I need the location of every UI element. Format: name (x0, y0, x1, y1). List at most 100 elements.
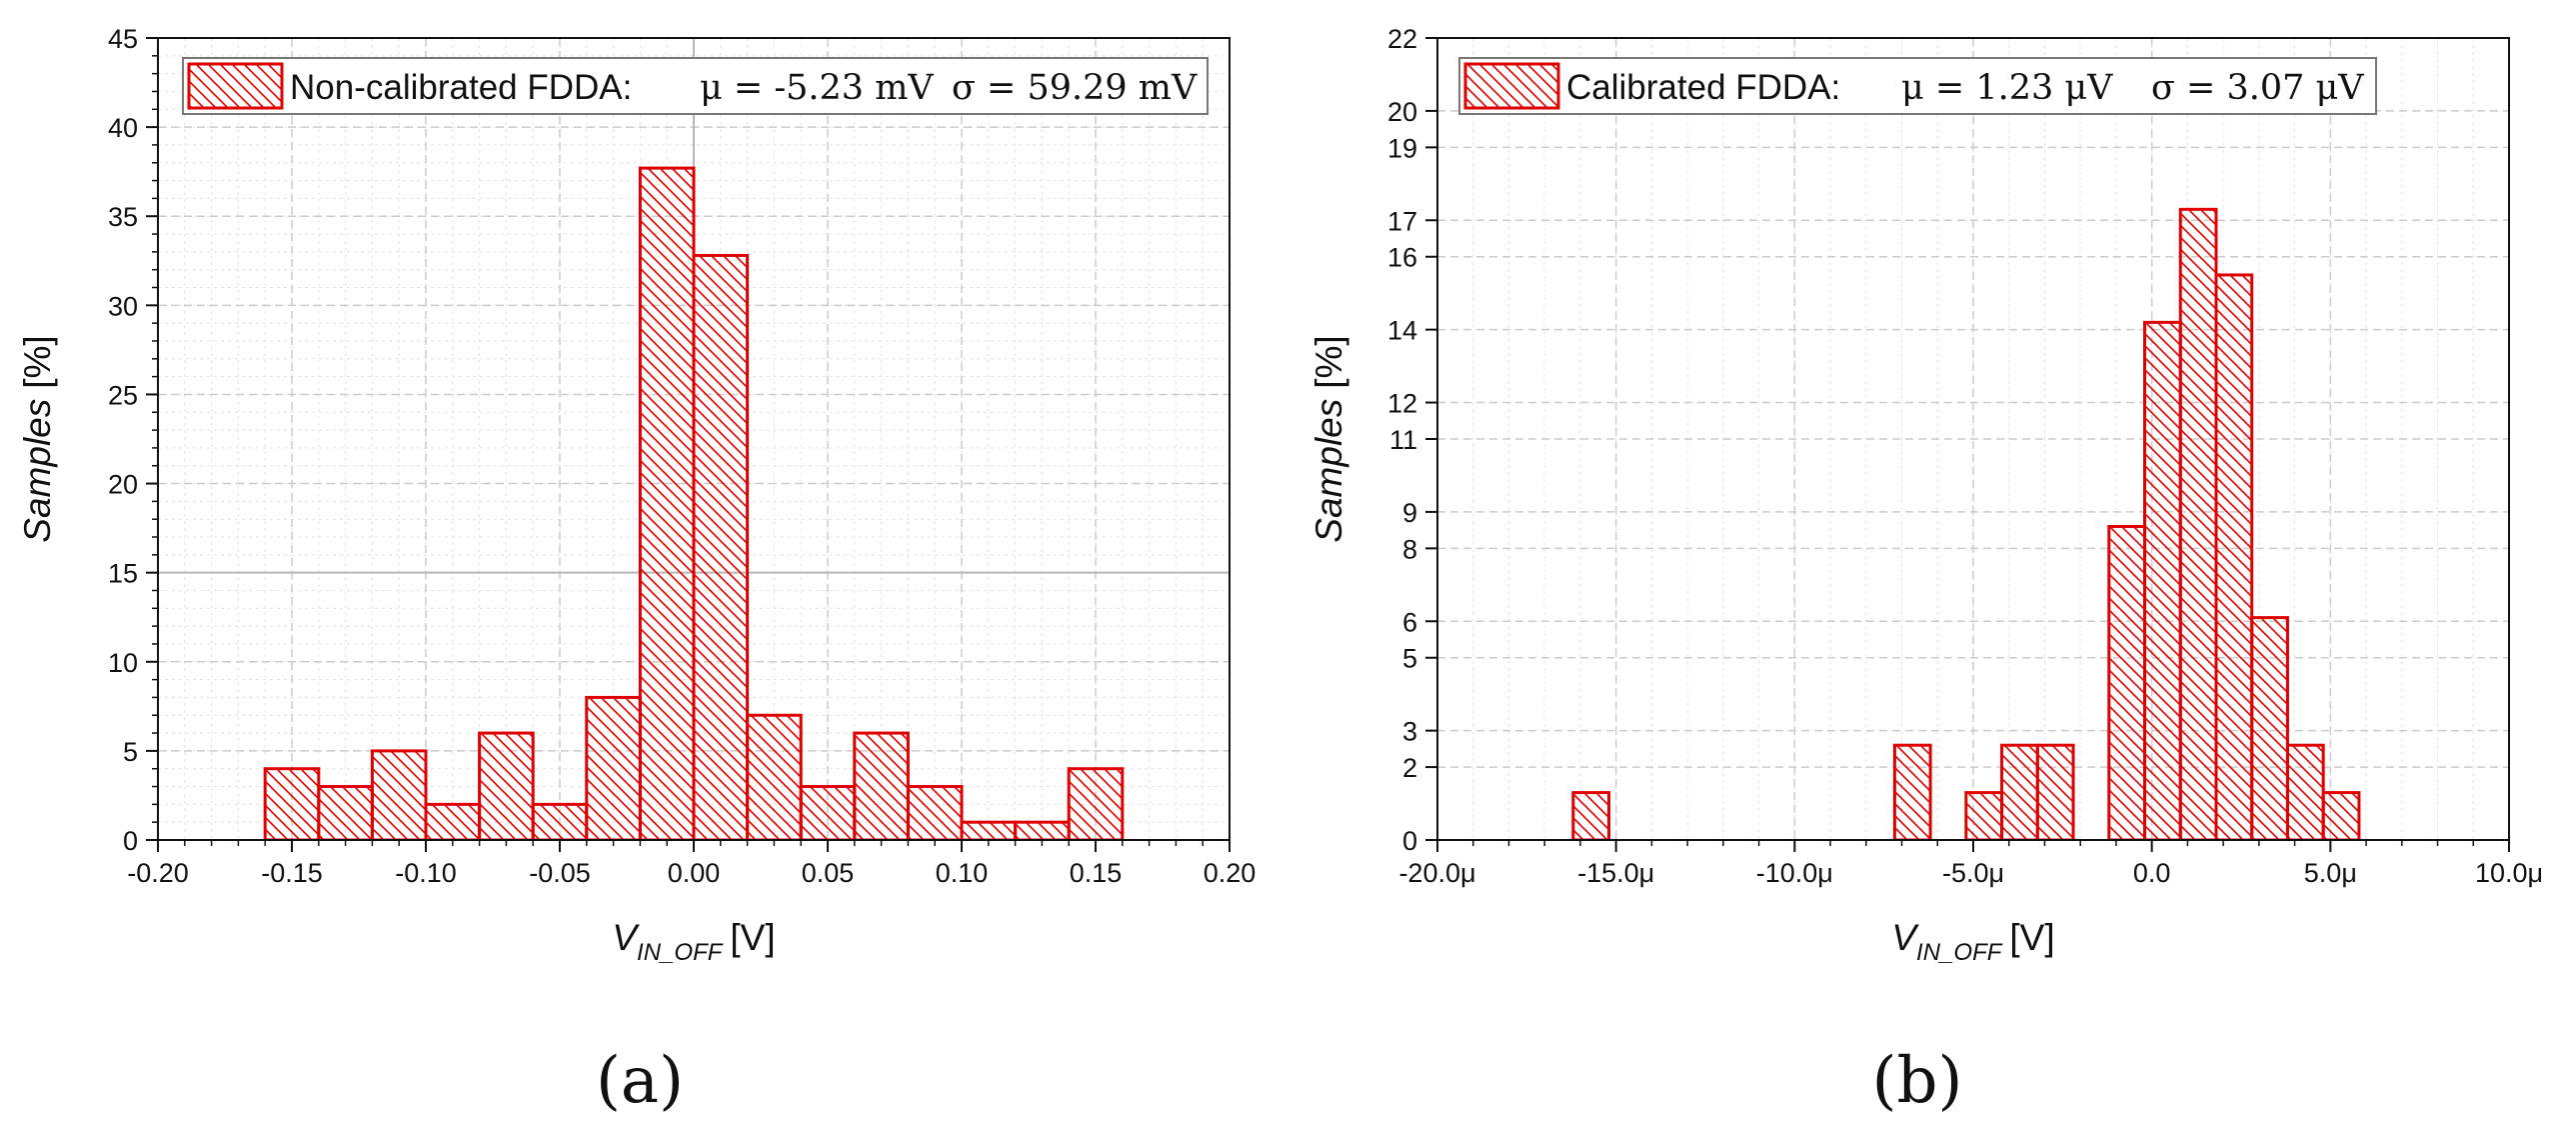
panel-a-x-axis-unit: [V] (730, 917, 775, 958)
panel-a-histogram-bar (263, 767, 321, 840)
panel-a-x-axis-sub: IN_OFF (637, 939, 724, 966)
panel-a-ticks (146, 37, 1231, 852)
panel-a-y-tick-label: 20 (108, 470, 138, 500)
panel-b-y-tick-label: 6 (1402, 607, 1417, 637)
panel-b-y-axis-title: Samples [%] (1308, 335, 1349, 542)
panel-b-histogram-bar (2178, 207, 2218, 840)
panel-b-y-tick-label: 5 (1402, 644, 1417, 674)
panel-b-y-tick-label: 17 (1387, 206, 1417, 236)
panel-a-y-axis-unit: [%] (17, 335, 58, 388)
panel-b-histogram-bar (2107, 524, 2147, 840)
panel-a-y-tick-label: 15 (108, 559, 138, 589)
panel-a-y-tick-label: 30 (108, 291, 138, 321)
panel-a-x-tick-label: 0.20 (1204, 858, 1257, 888)
panel-a-legend-mu: μ = -5.23 mV (700, 68, 934, 108)
panel-b-y-tick-label: 16 (1387, 243, 1417, 273)
panel-a-bars (263, 166, 1125, 840)
panel-a-histogram-bar (692, 253, 750, 840)
panel-a-x-axis-title: VIN_OFF [V] (612, 917, 775, 966)
panel-b-legend-box (1458, 57, 2377, 115)
panel-b: -20.0μ -15.0μ -10.0μ -5.0μ 0.0 5.0μ 10.0μ 0 2 3 5 6… (1308, 24, 2543, 1118)
panel-a-y-tick-label: 35 (108, 202, 138, 232)
panel-b-histogram-bar (1892, 743, 1932, 840)
panel-b-histogram-bar (2000, 743, 2039, 840)
panel-b-y-tick-label: 8 (1402, 534, 1417, 564)
panel-b-y-tick-label: 19 (1387, 133, 1417, 163)
panel-b-y-tick-label: 9 (1402, 498, 1417, 528)
panel-a-y-tick-label: 40 (108, 113, 138, 143)
panel-a-histogram-bar (585, 695, 642, 840)
panel-b-x-tick-label: 5.0μ (2304, 858, 2357, 888)
panel-a-x-tick-label: 0.00 (668, 858, 721, 888)
panel-b-y-axis-var: Samples (1308, 399, 1349, 543)
panel-b-legend-name: Calibrated FDDA: (1566, 68, 1840, 107)
panel-a-legend: Non-calibrated FDDA: μ = -5.23 mV σ = 59… (182, 57, 1209, 115)
panel-b-legend-swatch (1463, 62, 1560, 110)
panel-a-histogram-bar (960, 820, 1018, 840)
panel-a-histogram-bar (1014, 820, 1071, 840)
panel-b-legend-sigma: σ = 3.07 μV (2151, 68, 2364, 108)
panel-b-gridlines (1436, 37, 2510, 841)
panel-b-legend-text: Calibrated FDDA: μ = 1.23 μV σ = 3.07 μV (1566, 68, 2364, 108)
panel-b-x-axis-var: V (1891, 917, 1919, 958)
panel-b-y-tick-label: 22 (1387, 24, 1417, 54)
panel-a-y-axis-title: Samples [%] (17, 335, 58, 542)
panel-a-y-tick-label: 0 (123, 826, 138, 856)
panel-b-y-tick-label: 20 (1387, 97, 1417, 127)
panel-b-legend: Calibrated FDDA: μ = 1.23 μV σ = 3.07 μV (1458, 57, 2377, 115)
panel-a: -0.20 -0.15 -0.10 -0.05 0.00 0.05 0.10 0.15 0.20… (17, 24, 1256, 1118)
panel-a-caption: (a) (596, 1044, 684, 1118)
panel-a-y-tick-label: 45 (108, 24, 138, 54)
panel-a-x-axis-var: V (612, 917, 640, 958)
panel-b-legend-mu: μ = 1.23 μV (1901, 68, 2113, 108)
panel-b-y-tick-label: 11 (1389, 425, 1417, 455)
panel-b-histogram-bar (2285, 743, 2325, 840)
panel-a-x-tick-label: -0.20 (127, 858, 189, 888)
panel-a-legend-swatch (187, 62, 284, 110)
panel-b-y-tick-label: 3 (1402, 717, 1417, 747)
panel-b-histogram-bar (2214, 273, 2254, 840)
panel-b-x-tick-label: -15.0μ (1577, 858, 1654, 888)
panel-b-x-axis-unit: [V] (2009, 917, 2054, 958)
panel-b-ticks (1425, 37, 2510, 852)
panel-a-legend-name: Non-calibrated FDDA: (290, 68, 632, 107)
panel-a-histogram-bar (799, 785, 857, 840)
panel-b-histogram-bar (2035, 743, 2075, 840)
panel-b-bars (1571, 207, 2361, 840)
panel-a-histogram-bar (638, 166, 696, 840)
panel-a-x-tick-label: -0.10 (395, 858, 457, 888)
panel-a-x-tick-label: 0.10 (936, 858, 989, 888)
panel-a-histogram-bar (317, 785, 374, 840)
panel-a-y-tick-label: 10 (108, 648, 138, 678)
panel-a-legend-box (182, 57, 1209, 115)
panel-a-histogram-bar (1067, 767, 1125, 840)
panel-b-tick-labels: -20.0μ -15.0μ -10.0μ -5.0μ 0.0 5.0μ 10.0μ 0 2 3 5 6… (1387, 24, 2543, 888)
panel-a-x-tick-label: 0.15 (1070, 858, 1123, 888)
panel-a-y-axis-var: Samples (17, 399, 58, 543)
panel-b-x-axis-sub: IN_OFF (1916, 939, 2003, 966)
panel-a-y-tick-label: 5 (123, 737, 138, 767)
panel-a-x-tick-label: 0.05 (802, 858, 855, 888)
panel-b-x-tick-label: -10.0μ (1756, 858, 1833, 888)
panel-a-legend-sigma: σ = 59.29 mV (952, 68, 1198, 108)
panel-b-x-tick-label: -20.0μ (1398, 858, 1475, 888)
panel-b-x-tick-label: -5.0μ (1942, 858, 2004, 888)
panel-a-histogram-bar (478, 731, 535, 840)
panel-b-caption: (b) (1872, 1044, 1963, 1118)
panel-b-y-tick-label: 12 (1387, 389, 1417, 419)
panel-a-y-tick-label: 25 (108, 380, 138, 410)
panel-b-histogram-bar (1571, 791, 1611, 840)
panel-a-x-tick-label: -0.15 (261, 858, 323, 888)
panel-a-histogram-bar (424, 802, 482, 840)
panel-a-histogram-bar (853, 731, 910, 840)
panel-b-x-tick-label: 10.0μ (2475, 858, 2543, 888)
panel-b-y-tick-label: 2 (1402, 753, 1417, 783)
panel-a-histogram-bar (531, 802, 589, 840)
panel-a-x-tick-label: -0.05 (529, 858, 591, 888)
panel-b-x-axis-title: VIN_OFF [V] (1891, 917, 2054, 966)
panel-b-histogram-bar (2250, 616, 2289, 840)
panel-a-histogram-bar (370, 749, 428, 840)
panel-b-x-tick-label: 0.0 (2133, 858, 2171, 888)
panel-a-histogram-bar (746, 713, 803, 840)
panel-a-tick-labels: -0.20 -0.15 -0.10 -0.05 0.00 0.05 0.10 0.15 0.20… (108, 24, 1256, 888)
